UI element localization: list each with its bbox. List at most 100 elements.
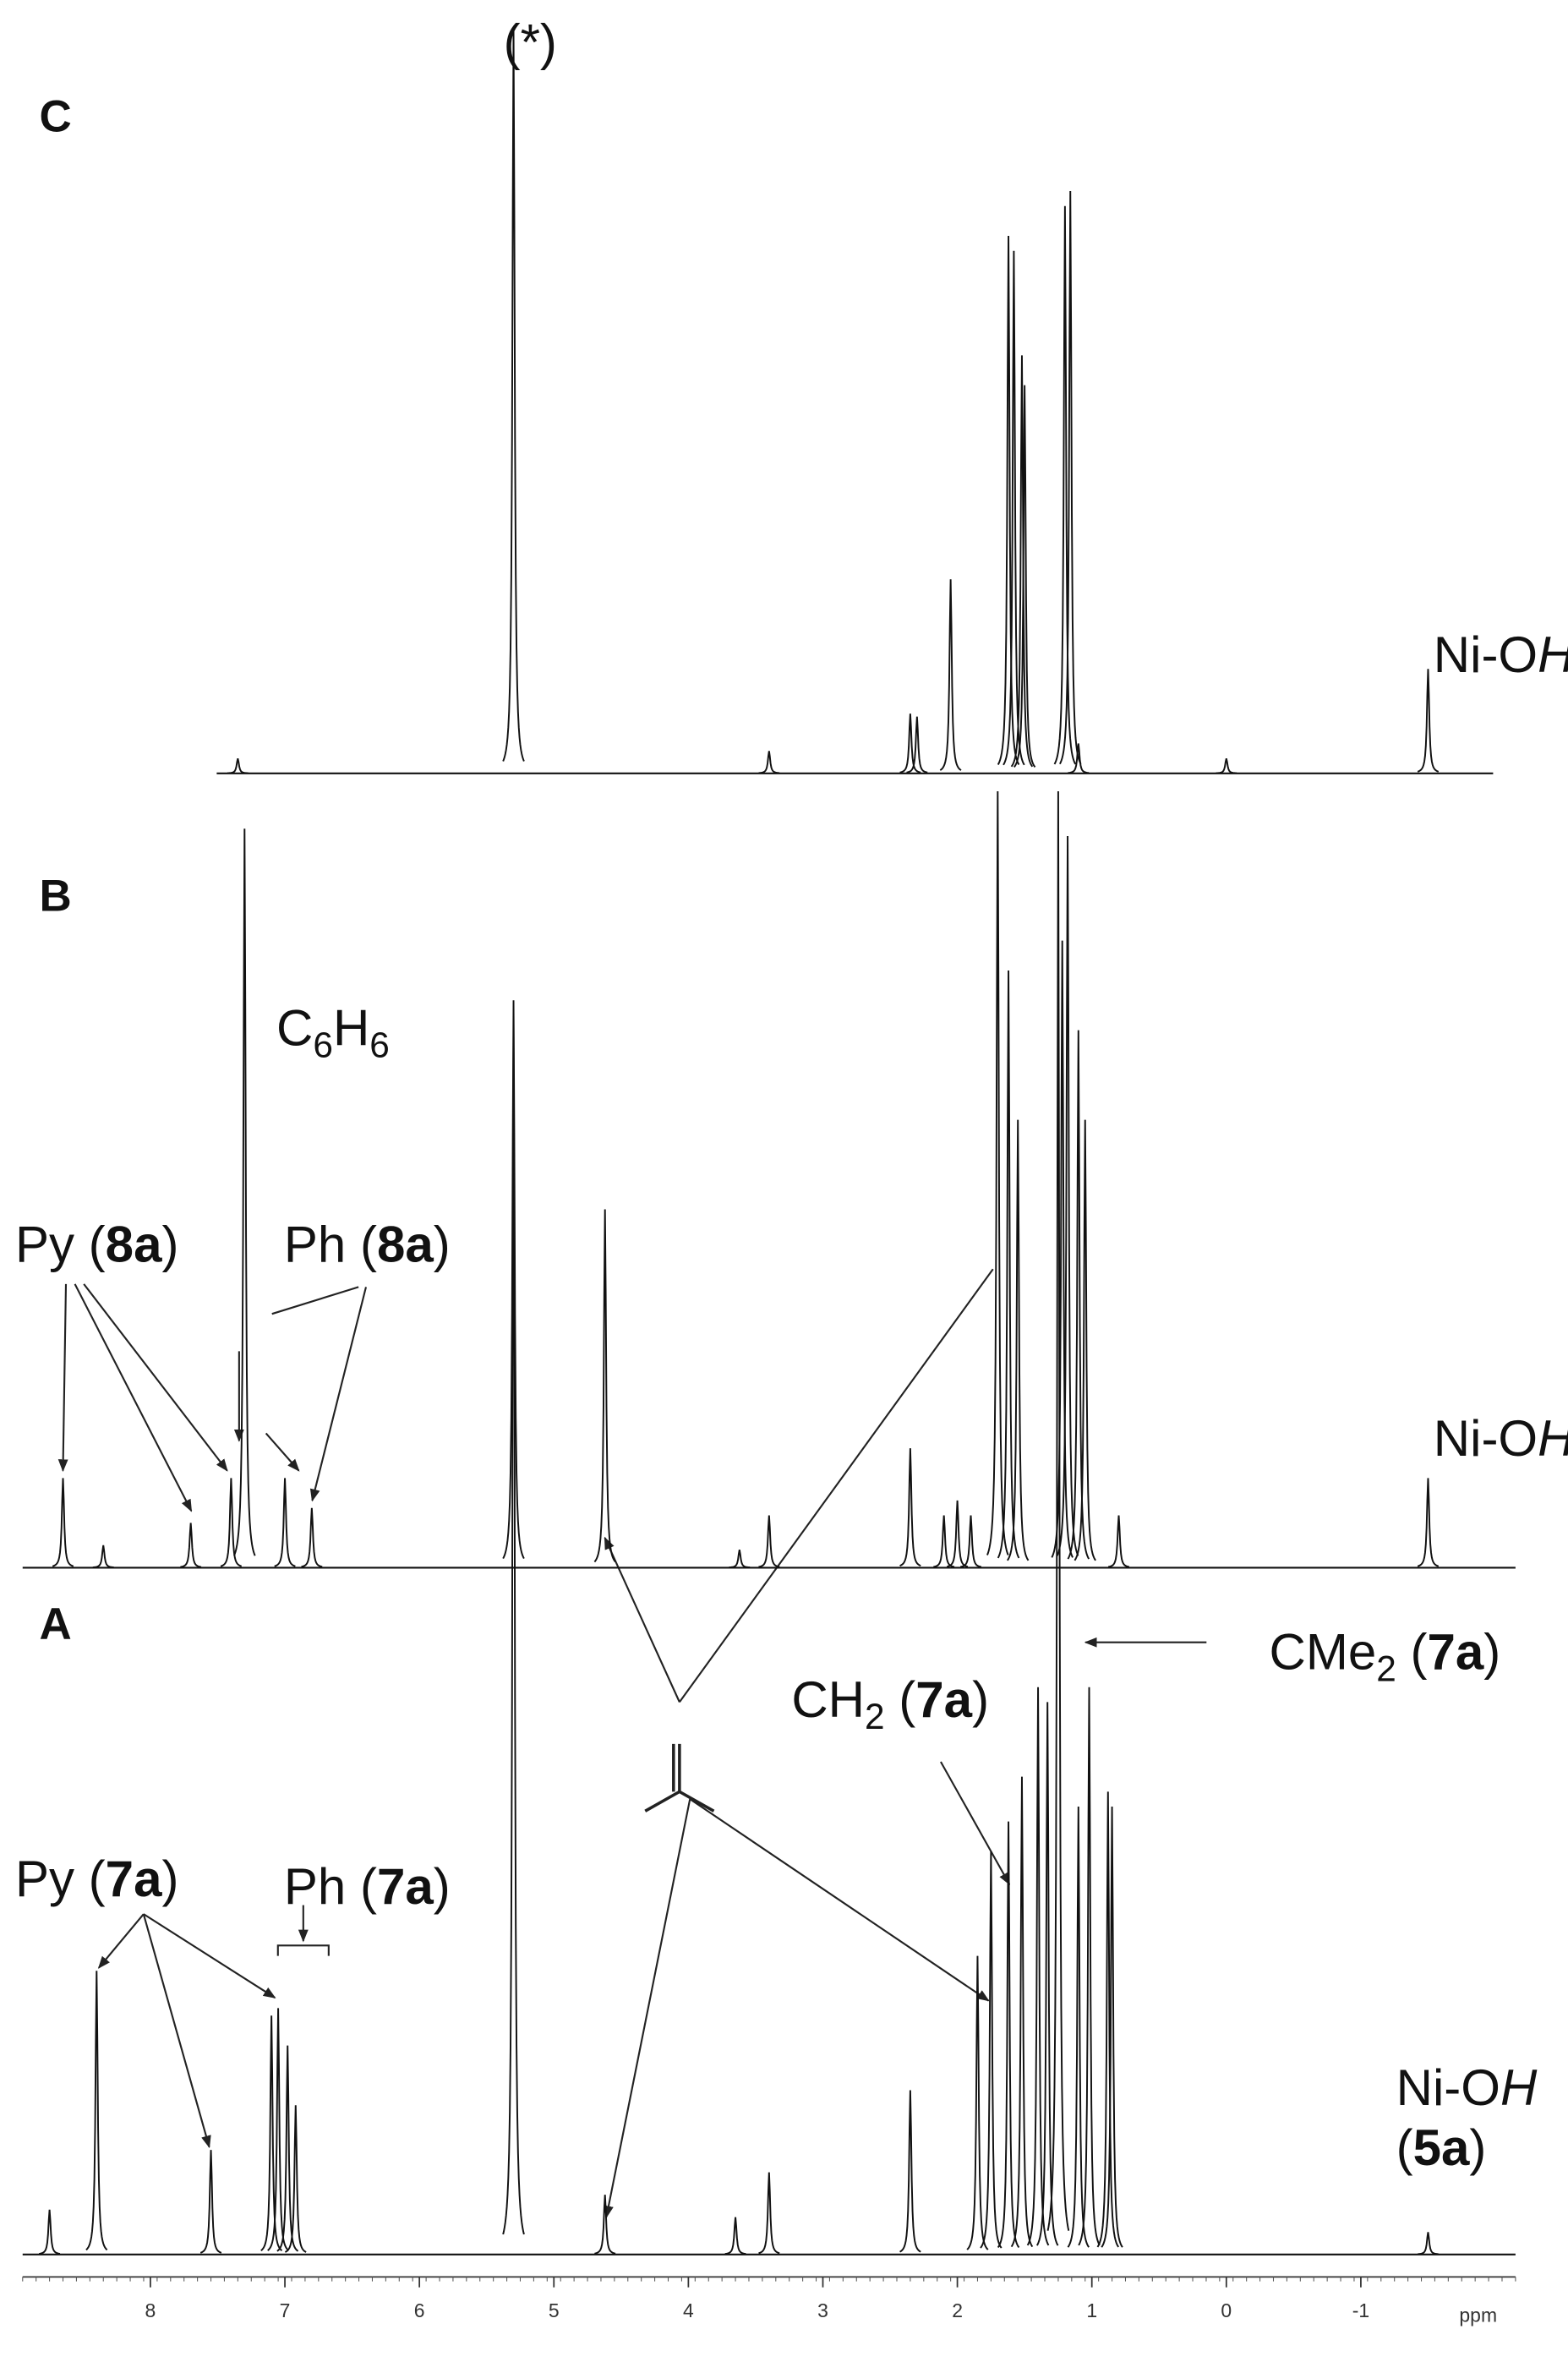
annotation: (5a) bbox=[1396, 2119, 1487, 2176]
annotation: Py (8a) bbox=[15, 1216, 179, 1272]
peak bbox=[1101, 1806, 1123, 2248]
peak bbox=[1417, 1478, 1440, 1567]
peak bbox=[899, 714, 921, 774]
x-tick-label: 6 bbox=[414, 2299, 425, 2321]
annotation: (*) bbox=[504, 14, 557, 71]
annotation-part: Ph ( bbox=[284, 1858, 377, 1915]
peak bbox=[1013, 385, 1036, 768]
x-tick-label: 0 bbox=[1221, 2299, 1232, 2321]
peak bbox=[899, 2090, 921, 2253]
peak bbox=[1078, 1687, 1101, 2246]
isobutene-icon bbox=[644, 1743, 715, 1813]
peak bbox=[933, 1515, 955, 1568]
annotation-part: H bbox=[1538, 1410, 1568, 1467]
annotation-part: H bbox=[333, 999, 369, 1056]
peak bbox=[92, 1545, 114, 1568]
annotation-part: 8a bbox=[377, 1216, 434, 1272]
peak bbox=[1107, 1515, 1130, 1568]
peak bbox=[899, 1448, 921, 1567]
annotation-part: ) bbox=[972, 1671, 989, 1728]
peak bbox=[199, 2150, 222, 2254]
peak bbox=[906, 716, 928, 774]
annotation-part: 2 bbox=[865, 1697, 885, 1736]
x-tick-label: 2 bbox=[952, 2299, 963, 2321]
peak bbox=[502, 1000, 525, 1559]
x-axis-label: ppm bbox=[1459, 2304, 1497, 2326]
spectrum bbox=[216, 26, 1494, 774]
peak bbox=[997, 970, 1020, 1559]
x-tick-label: 7 bbox=[280, 2299, 291, 2321]
annotation-part: 5a bbox=[1413, 2119, 1470, 2176]
peak bbox=[1026, 1687, 1050, 2246]
annotation-part: Ni-O bbox=[1434, 626, 1538, 683]
peak bbox=[758, 1515, 780, 1568]
annotation-part: H bbox=[1500, 2059, 1538, 2116]
annotation: C6H6 bbox=[276, 999, 390, 1064]
peak bbox=[980, 1851, 1003, 2249]
annotation-part: 7a bbox=[915, 1671, 972, 1728]
peak bbox=[39, 2209, 61, 2255]
peak bbox=[276, 2045, 299, 2252]
annotation-part: ( bbox=[1396, 1624, 1428, 1681]
peak bbox=[1053, 205, 1077, 765]
panel-label: A bbox=[40, 1599, 72, 1649]
peak bbox=[85, 1971, 108, 2251]
annotation-part: H bbox=[1538, 626, 1568, 683]
annotation-part: 7a bbox=[106, 1851, 162, 1907]
annotation-part: C bbox=[276, 999, 313, 1056]
peak bbox=[180, 1523, 202, 1568]
peak bbox=[233, 828, 256, 1556]
x-tick-label: 3 bbox=[817, 2299, 828, 2321]
peak bbox=[301, 1507, 323, 1568]
annotation-part: 6 bbox=[369, 1025, 390, 1064]
peak bbox=[1003, 250, 1025, 766]
annotation-part: Ni-O bbox=[1396, 2059, 1500, 2116]
peak bbox=[1056, 836, 1079, 1556]
peak bbox=[1046, 791, 1070, 2231]
peak bbox=[227, 757, 249, 774]
annotation-part: Ni-O bbox=[1434, 1410, 1538, 1467]
annotation-part: ) bbox=[1483, 1624, 1500, 1681]
x-tick-label: -1 bbox=[1352, 2299, 1369, 2321]
peak bbox=[284, 2105, 307, 2253]
peak bbox=[1010, 1776, 1034, 2248]
annotation-part: 7a bbox=[377, 1858, 434, 1915]
peak bbox=[1068, 743, 1090, 774]
annotation-part: ) bbox=[434, 1858, 451, 1915]
peak bbox=[1035, 1702, 1059, 2246]
annotation-part: 8a bbox=[106, 1216, 162, 1272]
peak bbox=[502, 26, 525, 762]
annotation-part: Py ( bbox=[15, 1851, 106, 1907]
annotation: CH2 (7a) bbox=[791, 1671, 989, 1736]
peak bbox=[724, 2217, 746, 2255]
annotation-part: (*) bbox=[504, 14, 557, 71]
annotation-part: Py ( bbox=[15, 1216, 106, 1272]
peak bbox=[1067, 1806, 1090, 2248]
peak bbox=[1418, 2232, 1439, 2255]
peak bbox=[1074, 1119, 1096, 1561]
annotation: Ph (8a) bbox=[284, 1216, 451, 1272]
peak bbox=[758, 751, 780, 774]
peak bbox=[1067, 1030, 1090, 1560]
peak bbox=[997, 1821, 1020, 2249]
annotation-part: Ph ( bbox=[284, 1216, 377, 1272]
peak bbox=[593, 1209, 616, 1563]
annotation-part: ) bbox=[434, 1216, 451, 1272]
peak bbox=[52, 1478, 74, 1567]
annotation-part: 6 bbox=[313, 1025, 333, 1064]
annotation-part: ( bbox=[885, 1671, 916, 1728]
annotation-arrows bbox=[57, 1268, 1207, 2219]
annotation: Ph (7a) bbox=[284, 1858, 451, 1915]
annotation-part: ) bbox=[161, 1851, 178, 1907]
peak bbox=[1216, 757, 1237, 774]
annotation: CMe2 (7a) bbox=[1269, 1624, 1500, 1689]
peak bbox=[729, 1550, 751, 1569]
peak bbox=[986, 791, 1009, 1556]
peak bbox=[274, 1478, 296, 1567]
peak bbox=[267, 2008, 290, 2251]
x-tick-label: 4 bbox=[683, 2299, 694, 2321]
annotation-part: CH bbox=[791, 1671, 865, 1728]
peak bbox=[947, 1500, 969, 1568]
annotation-part: CMe bbox=[1269, 1624, 1376, 1681]
annotation-part: ) bbox=[161, 1216, 178, 1272]
